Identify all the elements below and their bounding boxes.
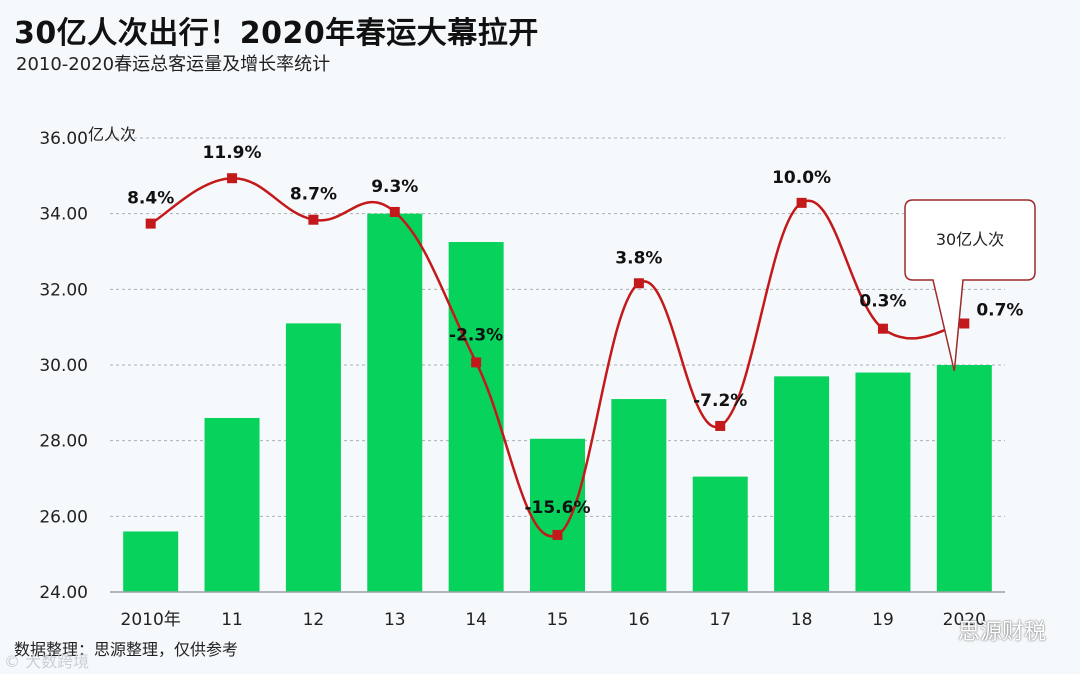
growth-label: 10.0% xyxy=(772,168,831,188)
growth-marker xyxy=(633,278,644,289)
bars xyxy=(123,213,992,592)
axes: 24.00 26.00 28.00 30.00 32.00 34.00 36.00 亿人次 20… xyxy=(39,125,1005,630)
callout: 30亿人次 xyxy=(904,199,1036,372)
bar xyxy=(367,213,423,592)
x-tick-label: 11 xyxy=(221,610,243,630)
x-tick-label: 13 xyxy=(384,610,406,630)
bar xyxy=(530,438,585,592)
y-tick-label: 26.00 xyxy=(39,507,88,527)
bar xyxy=(123,531,179,592)
bar xyxy=(936,365,992,592)
y-tick-label: 28.00 xyxy=(39,432,88,452)
growth-marker xyxy=(552,529,563,540)
growth-marker xyxy=(308,214,319,225)
growth-label: 3.8% xyxy=(615,248,662,268)
bar xyxy=(855,372,911,592)
growth-label: -2.3% xyxy=(449,325,503,345)
y-axis-unit-label: 亿人次 xyxy=(88,125,136,144)
x-tick-label: 2020 xyxy=(943,610,986,630)
bar xyxy=(774,376,830,592)
bar xyxy=(285,323,341,592)
growth-marker xyxy=(715,420,726,431)
x-tick-label: 12 xyxy=(303,610,325,630)
callout-text: 30亿人次 xyxy=(936,230,1004,249)
growth-marker xyxy=(227,173,238,184)
growth-label: 0.7% xyxy=(976,300,1023,320)
watermark-right: 思源财税 xyxy=(957,620,1046,645)
growth-marker xyxy=(796,197,807,208)
growth-marker xyxy=(959,318,970,329)
x-tick-label: 2010年 xyxy=(121,610,181,630)
growth-label: -15.6% xyxy=(524,498,590,518)
y-tick-label: 32.00 xyxy=(39,280,88,300)
source-note: 数据整理：思源整理，仅供参考 xyxy=(14,640,239,659)
x-tick-label: 17 xyxy=(709,610,731,630)
x-tick-label: 19 xyxy=(872,610,894,630)
bar xyxy=(611,399,667,592)
growth-marker xyxy=(389,206,400,217)
growth-labels: 8.4% 11.9% 8.7% 9.3% -2.3% -15.6% 3.8% -7.2% 10.… xyxy=(127,143,1023,518)
bar xyxy=(692,476,748,592)
growth-marker xyxy=(471,357,482,368)
growth-label: 8.4% xyxy=(127,189,174,209)
watermark-left: © 大数跨境 xyxy=(4,652,90,671)
y-tick-label: 24.00 xyxy=(39,583,88,603)
y-tick-label: 36.00 xyxy=(39,129,88,149)
chart-subtitle: 2010-2020春运总客运量及增长率统计 xyxy=(16,54,331,75)
growth-line-path xyxy=(150,176,965,538)
bar xyxy=(204,417,260,592)
x-tick-label: 14 xyxy=(465,610,487,630)
growth-marker xyxy=(145,218,156,229)
growth-label: 8.7% xyxy=(290,185,337,205)
x-tick-label: 15 xyxy=(547,610,569,630)
growth-label: 11.9% xyxy=(203,143,262,163)
bar xyxy=(448,242,504,592)
y-tick-label: 34.00 xyxy=(39,205,88,225)
y-tick-label: 30.00 xyxy=(39,356,88,376)
growth-label: 9.3% xyxy=(371,177,418,197)
growth-label: -7.2% xyxy=(693,391,747,411)
x-tick-label: 16 xyxy=(628,610,650,630)
growth-line xyxy=(150,176,965,538)
x-tick-label: 18 xyxy=(791,610,813,630)
growth-marker xyxy=(877,323,888,334)
chart-title: 30亿人次出行！2020年春运大幕拉开 xyxy=(14,16,539,51)
growth-label: 0.3% xyxy=(859,292,906,312)
growth-markers xyxy=(145,173,970,540)
callout-box xyxy=(904,199,1036,372)
